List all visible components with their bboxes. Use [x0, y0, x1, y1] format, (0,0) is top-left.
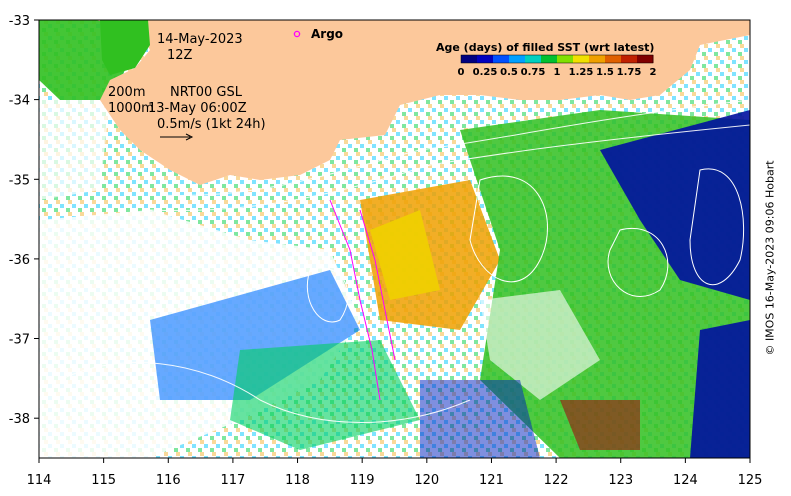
source-label: NRT00 GSL — [170, 85, 243, 100]
date-label: 14-May-2023 — [157, 32, 243, 47]
x-tick-label: 120 — [414, 473, 439, 488]
sst-field — [39, 20, 750, 458]
argo-marker-icon — [293, 30, 301, 38]
colorbar-tick-label: 1.75 — [617, 67, 642, 78]
x-tick-label: 125 — [738, 473, 763, 488]
colorbar-swatch — [637, 55, 654, 63]
y-tick-label: -33 — [9, 14, 30, 29]
colorbar — [460, 54, 654, 64]
colorbar-ticks: 0 0.25 0.5 0.75 1 1.25 1.5 1.75 2 — [458, 67, 657, 78]
x-tick-label: 115 — [91, 473, 116, 488]
x-tick-label: 118 — [285, 473, 310, 488]
x-tick-label: 121 — [479, 473, 504, 488]
y-tick-label: -37 — [9, 333, 30, 348]
colorbar-swatch — [541, 55, 558, 63]
x-tick-label: 122 — [544, 473, 569, 488]
y-tick-label: -35 — [9, 173, 30, 188]
colorbar-tick-label: 0 — [458, 67, 465, 78]
colorbar-tick-label: 1.25 — [569, 67, 594, 78]
time-label: 12Z — [167, 48, 193, 63]
y-axis: -33 -34 -35 -36 -37 -38 — [9, 14, 39, 427]
colorbar-tick-label: 0.25 — [473, 67, 498, 78]
x-tick-label: 116 — [156, 473, 181, 488]
y-tick-label: -34 — [9, 94, 30, 109]
argo-label: Argo — [311, 27, 343, 41]
colorbar-swatch — [589, 55, 606, 63]
colorbar-tick-label: 1.5 — [596, 67, 614, 78]
x-tick-label: 114 — [27, 473, 52, 488]
y-tick-label: -38 — [9, 412, 30, 427]
x-tick-label: 117 — [220, 473, 245, 488]
colorbar-swatch — [461, 55, 478, 63]
x-tick-label: 124 — [673, 473, 698, 488]
y-tick-label: -36 — [9, 253, 30, 268]
colorbar-swatch — [573, 55, 590, 63]
colorbar-swatch — [477, 55, 494, 63]
colorbar-swatch — [493, 55, 510, 63]
fill-time-label: 13-May 06:00Z — [148, 101, 247, 116]
x-tick-label: 119 — [350, 473, 375, 488]
colorbar-swatch — [605, 55, 622, 63]
contour-200m-label: 200m — [108, 85, 145, 100]
colorbar-swatch — [509, 55, 526, 63]
colorbar-tick-label: 2 — [650, 67, 657, 78]
colorbar-swatch — [621, 55, 638, 63]
contour-1000m-label: 1000m — [108, 101, 154, 116]
colorbar-tick-label: 1 — [554, 67, 561, 78]
colorbar-swatch — [557, 55, 574, 63]
vector-scale-label: 0.5m/s (1kt 24h) — [157, 117, 266, 132]
x-axis: 114 115 116 117 118 119 120 121 122 123 124 125 — [27, 458, 763, 488]
colorbar-title: Age (days) of filled SST (wrt latest) — [436, 41, 654, 54]
colorbar-swatch — [525, 55, 542, 63]
colorbar-tick-label: 0.75 — [521, 67, 546, 78]
x-tick-label: 123 — [608, 473, 633, 488]
colorbar-tick-label: 0.5 — [500, 67, 518, 78]
